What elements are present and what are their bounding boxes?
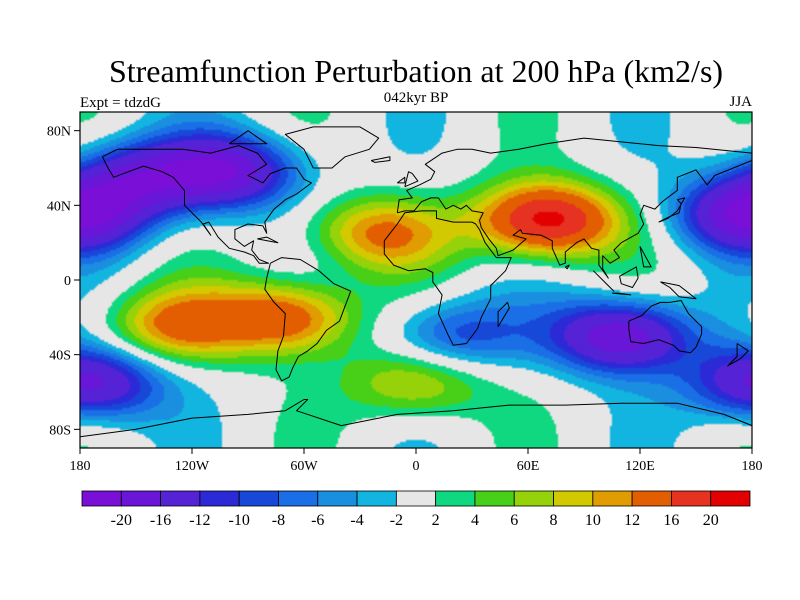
x-tick-label: 120E xyxy=(625,459,655,474)
coastlines xyxy=(80,126,752,438)
coastline-segment xyxy=(619,266,639,288)
coastline-segment xyxy=(628,300,703,354)
chart-title: Streamfunction Perturbation at 200 hPa (… xyxy=(109,53,723,89)
y-axis: 80N 40N 0 40S 80S xyxy=(47,125,80,438)
coastline-segment xyxy=(257,236,279,244)
coastline-segment xyxy=(397,176,406,184)
x-tick-label: 120W xyxy=(175,459,210,474)
coastline-segment xyxy=(383,210,512,346)
x-tick-label: 180 xyxy=(742,459,763,474)
colorbar-box xyxy=(592,490,633,507)
y-tick-label: 40S xyxy=(49,349,71,364)
x-tick-label: 60E xyxy=(517,459,540,474)
colorbar-label: -4 xyxy=(350,512,363,529)
coastline-segment xyxy=(592,270,615,292)
coastline-segment xyxy=(264,257,352,382)
colorbar-box xyxy=(631,490,672,507)
colorbar-label: 12 xyxy=(624,512,640,529)
x-axis: 180 120W 60W 0 60E 120E 180 xyxy=(70,448,763,474)
colorbar-box xyxy=(671,490,712,507)
colorbar-box xyxy=(513,490,554,507)
colorbar-label: 8 xyxy=(550,512,558,529)
colorbar-label: -20 xyxy=(111,512,132,529)
left-label: Expt = tdzdG xyxy=(80,95,161,111)
colorbar-box xyxy=(278,490,319,507)
colorbar-box xyxy=(160,490,201,507)
colorbar-label: -8 xyxy=(272,512,285,529)
y-tick-label: 0 xyxy=(64,274,71,289)
season-label: JJA xyxy=(729,94,752,110)
coastline-segment xyxy=(101,145,312,264)
colorbar: -20 -16 -12 -10 -8 -6 -4 -2 2 4 6 8 10 12 16 20 xyxy=(81,490,751,529)
coastline-segment xyxy=(497,301,510,327)
colorbar-label: -6 xyxy=(311,512,324,529)
coastline-segment xyxy=(639,246,652,268)
coastline-segment xyxy=(658,197,686,223)
colorbar-box xyxy=(120,490,161,507)
colorbar-label: -10 xyxy=(229,512,250,529)
coastline-segment xyxy=(396,137,752,279)
coastline-segment xyxy=(611,292,632,296)
coastline-segment xyxy=(370,156,391,163)
colorbar-box xyxy=(435,490,476,507)
colorbar-box xyxy=(81,490,122,507)
coastline-segment xyxy=(404,171,419,188)
coastline-segment xyxy=(80,399,752,438)
streamfunction-field xyxy=(80,112,752,448)
colorbar-box xyxy=(553,490,594,507)
colorbar-box xyxy=(474,490,515,507)
subtitle: 042kyr BP xyxy=(384,90,449,106)
colorbar-box xyxy=(710,490,751,507)
colorbar-label: 2 xyxy=(432,512,440,529)
coastline-segment xyxy=(727,343,749,367)
y-tick-label: 80S xyxy=(49,423,71,438)
map-area xyxy=(79,111,753,449)
colorbar-box xyxy=(317,490,358,507)
colorbar-label: 10 xyxy=(585,512,601,529)
y-tick-label: 80N xyxy=(47,125,71,140)
colorbar-box xyxy=(356,490,397,507)
colorbar-label: 6 xyxy=(510,512,518,529)
colorbar-label: -16 xyxy=(150,512,171,529)
y-tick-label: 40N xyxy=(47,199,71,214)
colorbar-box xyxy=(395,490,437,507)
colorbar-label: 20 xyxy=(703,512,719,529)
colorbar-label: -2 xyxy=(390,512,403,529)
colorbar-label: 16 xyxy=(663,512,679,529)
colorbar-label: 4 xyxy=(471,512,479,529)
colorbar-label: -12 xyxy=(189,512,210,529)
x-tick-label: 180 xyxy=(70,459,91,474)
coastline-segment xyxy=(284,126,380,169)
coastline-segment xyxy=(660,281,697,300)
x-tick-label: 0 xyxy=(413,459,420,474)
colorbar-box xyxy=(199,490,240,507)
coastline-segment xyxy=(229,130,268,145)
coastline-segment xyxy=(564,264,570,270)
colorbar-box xyxy=(238,490,279,507)
x-tick-label: 60W xyxy=(290,459,318,474)
